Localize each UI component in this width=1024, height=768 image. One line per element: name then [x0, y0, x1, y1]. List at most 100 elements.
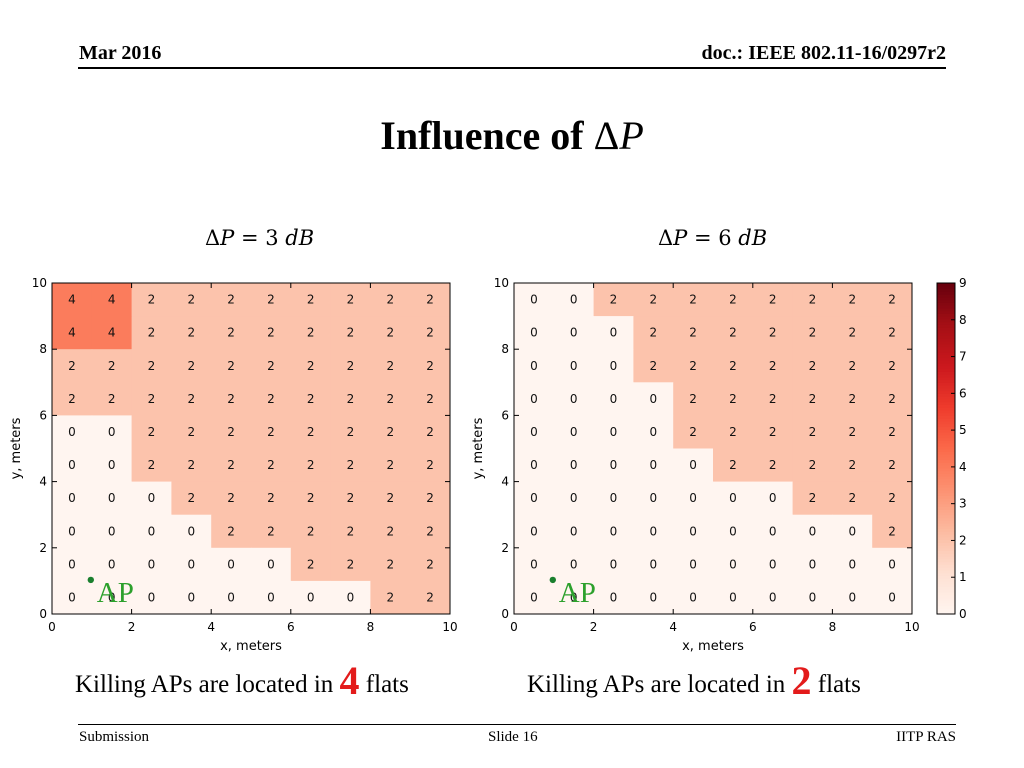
colorbar-segment: [937, 602, 955, 607]
cell: [370, 514, 411, 549]
cell: [752, 514, 793, 549]
cell-value-label: 2: [307, 524, 315, 538]
cell: [713, 547, 754, 582]
cell: [792, 481, 833, 516]
cell-value-label: 2: [888, 359, 896, 373]
cell-value-label: 0: [769, 491, 777, 505]
x-tick-label: 0: [48, 620, 56, 634]
cell: [633, 283, 674, 317]
colorbar-tick-label: 2: [959, 533, 967, 547]
cell-value-label: 0: [570, 491, 578, 505]
colorbar-segment: [937, 318, 955, 323]
cell-value-label: 0: [570, 392, 578, 406]
cell: [410, 349, 451, 383]
cell-value-label: 2: [267, 491, 275, 505]
colorbar-segment: [937, 451, 955, 455]
cell-value-label: 2: [267, 392, 275, 406]
cell: [251, 283, 292, 317]
cell-value-label: 0: [649, 425, 657, 439]
cell-value-label: 2: [610, 293, 618, 307]
cell-value-label: 2: [426, 524, 434, 538]
colorbar-segment: [937, 514, 955, 519]
colorbar-segment: [937, 396, 955, 400]
header-divider: [78, 67, 946, 69]
cell-value-label: 2: [649, 326, 657, 340]
colorbar-segment: [937, 335, 955, 339]
cell: [330, 415, 371, 449]
cell: [713, 316, 754, 350]
colorbar-segment: [937, 556, 955, 560]
colorbar-segment: [937, 379, 955, 383]
cell-value-label: 2: [227, 491, 235, 505]
ap-marker: [549, 576, 556, 584]
colorbar-segment: [937, 296, 955, 301]
colorbar-segment: [937, 481, 955, 485]
plot-frame: [513, 282, 913, 615]
x-tick-label: 4: [207, 620, 215, 634]
colorbar-segment: [937, 531, 955, 535]
cell-value-label: 2: [267, 524, 275, 538]
colorbar-segment: [937, 420, 955, 425]
colorbar-segment: [937, 506, 955, 510]
cell: [872, 481, 913, 516]
cell: [673, 580, 714, 615]
colorbar-segment: [937, 338, 955, 342]
colorbar-segment: [937, 586, 955, 590]
cell: [832, 448, 873, 482]
cell-value-label: 4: [108, 326, 116, 340]
cell: [52, 349, 93, 383]
cell-value-label: 0: [689, 590, 697, 604]
cell-value-label: 2: [848, 359, 856, 373]
cell-value-label: 2: [347, 425, 355, 439]
cell: [410, 415, 451, 449]
cell: [330, 547, 371, 582]
colorbar-segment: [937, 362, 955, 367]
cell-value-label: 0: [187, 557, 195, 571]
cell: [713, 448, 754, 482]
cell: [792, 349, 833, 383]
cell-value-label: 2: [347, 359, 355, 373]
cell-value-label: 2: [769, 293, 777, 307]
cell: [290, 415, 331, 449]
cell-value-label: 0: [530, 590, 538, 604]
cell: [370, 349, 411, 383]
cell-value-label: 2: [386, 491, 394, 505]
cell-value-label: 0: [769, 590, 777, 604]
cell-value-label: 0: [848, 590, 856, 604]
cell-value-label: 0: [689, 524, 697, 538]
cell: [410, 382, 451, 416]
cell: [251, 316, 292, 350]
cell-value-label: 0: [148, 524, 156, 538]
cell: [290, 481, 331, 516]
cell: [593, 481, 634, 516]
colorbar-segment: [937, 478, 955, 483]
cell-value-label: 4: [68, 326, 76, 340]
y-axis-label: y, meters: [9, 417, 24, 479]
cell-value-label: 0: [68, 557, 76, 571]
cell: [593, 283, 634, 317]
cell: [553, 349, 594, 383]
cell-value-label: 2: [848, 392, 856, 406]
cell-value-label: 0: [649, 458, 657, 472]
cell: [673, 382, 714, 416]
cell: [633, 349, 674, 383]
cell-value-label: 2: [347, 326, 355, 340]
cell: [251, 448, 292, 482]
cell-value-label: 2: [386, 392, 394, 406]
cell: [290, 580, 331, 615]
colorbar-segment: [937, 558, 955, 563]
cell: [91, 580, 132, 615]
colorbar-segment: [937, 492, 955, 496]
colorbar-segment: [937, 567, 955, 571]
colorbar-segment: [937, 310, 955, 314]
colorbar-segment: [937, 351, 955, 356]
cell: [553, 316, 594, 350]
cell: [91, 382, 132, 416]
colorbar-segment: [937, 605, 955, 610]
cell: [251, 547, 292, 582]
y-tick-label: 4: [501, 475, 509, 489]
cell-value-label: 0: [888, 590, 896, 604]
cell-value-label: 0: [570, 425, 578, 439]
cell-value-label: 2: [307, 458, 315, 472]
cell: [251, 382, 292, 416]
